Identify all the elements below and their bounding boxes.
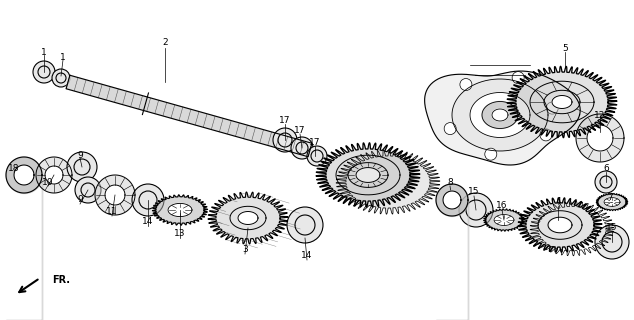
Polygon shape <box>552 95 572 108</box>
Text: 17: 17 <box>294 125 306 134</box>
Polygon shape <box>208 192 288 244</box>
Polygon shape <box>336 150 440 214</box>
Polygon shape <box>507 66 617 138</box>
Circle shape <box>52 69 70 87</box>
Polygon shape <box>152 195 207 225</box>
Polygon shape <box>356 168 380 182</box>
Polygon shape <box>518 198 602 252</box>
Text: 18: 18 <box>8 164 20 172</box>
Polygon shape <box>66 75 312 157</box>
Polygon shape <box>482 101 518 129</box>
Text: 9: 9 <box>77 150 83 159</box>
Polygon shape <box>316 143 420 207</box>
Text: 3: 3 <box>242 245 248 254</box>
Circle shape <box>460 78 472 91</box>
Polygon shape <box>45 166 63 184</box>
Circle shape <box>287 207 323 243</box>
Text: 14: 14 <box>142 218 153 227</box>
Circle shape <box>485 148 497 160</box>
Polygon shape <box>576 114 624 162</box>
Polygon shape <box>95 175 135 215</box>
Text: 6: 6 <box>603 164 609 172</box>
Circle shape <box>67 152 97 182</box>
Circle shape <box>459 193 493 227</box>
Text: 4: 4 <box>555 197 561 206</box>
Polygon shape <box>36 157 72 193</box>
Polygon shape <box>14 165 34 185</box>
Polygon shape <box>6 157 42 193</box>
Text: 10: 10 <box>42 178 54 187</box>
Polygon shape <box>494 214 514 226</box>
Text: 17: 17 <box>279 116 291 124</box>
Text: 17: 17 <box>309 138 321 147</box>
Circle shape <box>595 225 629 259</box>
Circle shape <box>444 123 456 135</box>
Circle shape <box>307 146 327 166</box>
Polygon shape <box>596 193 628 211</box>
Polygon shape <box>587 125 613 151</box>
Polygon shape <box>168 204 192 217</box>
Text: 16: 16 <box>496 202 508 211</box>
Text: 9: 9 <box>77 196 83 204</box>
Text: 2: 2 <box>162 37 168 46</box>
Circle shape <box>540 129 552 141</box>
Text: 15: 15 <box>469 188 480 196</box>
Text: 7: 7 <box>607 194 613 203</box>
Circle shape <box>33 61 55 83</box>
Text: 15: 15 <box>606 223 618 233</box>
Circle shape <box>547 102 558 114</box>
Polygon shape <box>425 71 580 165</box>
Polygon shape <box>105 185 125 205</box>
Circle shape <box>75 177 101 203</box>
Polygon shape <box>436 184 468 216</box>
Text: 14: 14 <box>301 252 313 260</box>
Polygon shape <box>550 219 570 231</box>
Text: 12: 12 <box>594 110 605 119</box>
Polygon shape <box>452 79 548 151</box>
Polygon shape <box>484 209 524 231</box>
Polygon shape <box>470 92 530 138</box>
Text: 8: 8 <box>447 178 453 187</box>
Polygon shape <box>443 191 461 209</box>
Circle shape <box>595 171 617 193</box>
Circle shape <box>273 128 297 152</box>
Text: 11: 11 <box>107 207 118 217</box>
Text: 13: 13 <box>174 229 186 238</box>
Polygon shape <box>492 109 508 121</box>
Polygon shape <box>238 212 258 225</box>
Circle shape <box>512 72 524 84</box>
Text: 5: 5 <box>562 44 568 52</box>
Text: 1: 1 <box>41 47 47 57</box>
Circle shape <box>291 137 313 159</box>
Polygon shape <box>604 198 620 206</box>
Circle shape <box>132 184 164 216</box>
Text: FR.: FR. <box>52 275 70 285</box>
Text: 1: 1 <box>60 52 66 61</box>
